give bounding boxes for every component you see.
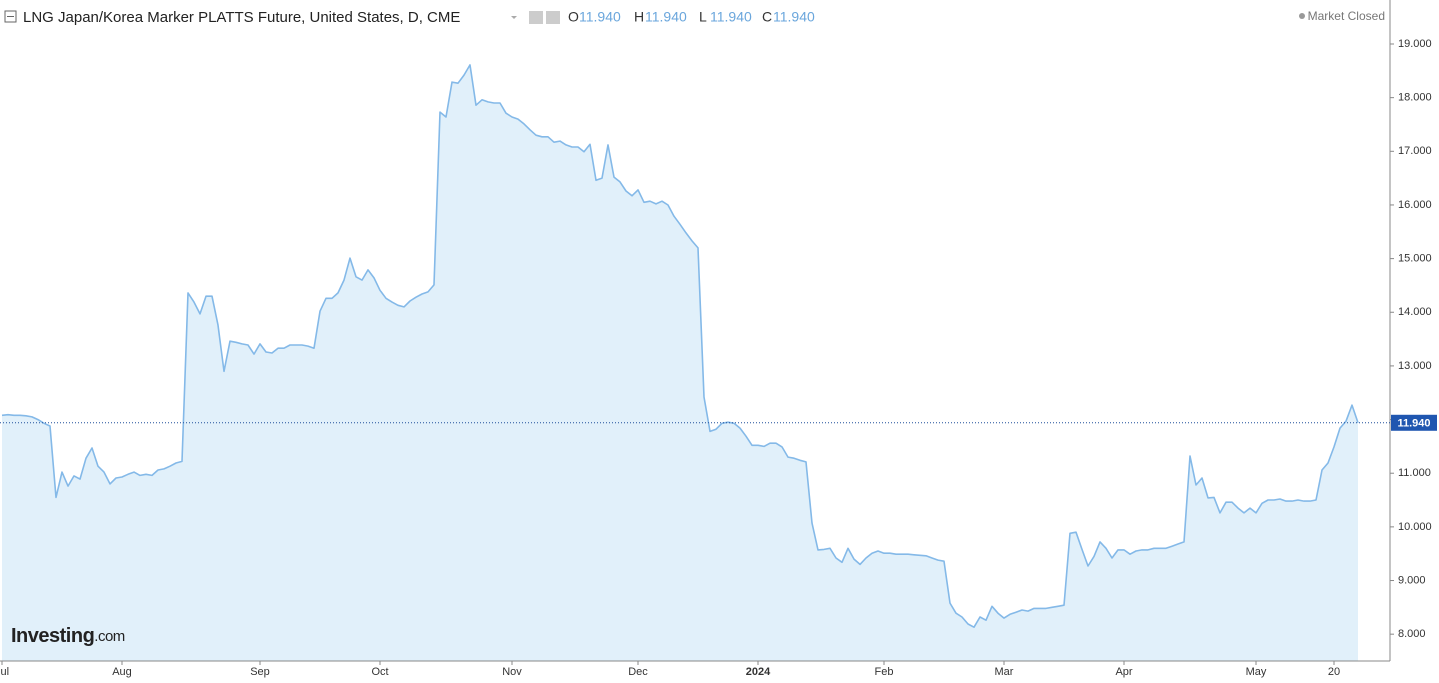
x-tick-label: Feb <box>875 666 894 678</box>
y-tick-label: 16.000 <box>1398 199 1432 211</box>
ohlc-value: 11.940 <box>710 9 752 25</box>
ohlc-value: 11.940 <box>645 9 687 25</box>
x-tick-label: Mar <box>995 666 1014 678</box>
last-price-tag <box>1391 414 1437 431</box>
y-tick-label: 14.000 <box>1398 306 1432 318</box>
settings-icon[interactable] <box>529 11 543 24</box>
y-tick-label: 18.000 <box>1398 92 1432 104</box>
ohlc-name: H <box>634 9 644 25</box>
y-tick-label: 13.000 <box>1398 360 1432 372</box>
x-tick-label: May <box>1246 666 1267 678</box>
ohlc-name: C <box>762 9 772 25</box>
ohlc-name: O <box>568 9 579 25</box>
y-tick-label: 9.000 <box>1398 574 1426 586</box>
settings-icon[interactable] <box>546 11 560 24</box>
last-price-label: 11.940 <box>1397 418 1430 430</box>
x-tick-label: 20 <box>1328 666 1340 678</box>
ohlc-value: 11.940 <box>773 9 815 25</box>
y-tick-label: 8.000 <box>1398 628 1426 640</box>
y-tick-label: 17.000 <box>1398 145 1432 157</box>
x-tick-label: Aug <box>112 666 132 678</box>
price-line <box>1 64 1359 628</box>
dropdown-caret[interactable] <box>511 16 517 19</box>
x-tick-label: Nov <box>502 666 522 678</box>
y-tick-label: 10.000 <box>1398 521 1432 533</box>
plot-area <box>1 64 1359 661</box>
y-tick-label: 11.000 <box>1398 467 1431 479</box>
watermark-suffix: .com <box>94 628 125 645</box>
x-tick-label: Jul <box>0 666 9 678</box>
y-tick-label: 19.000 <box>1398 38 1432 50</box>
market-status: Market Closed <box>1308 9 1385 23</box>
ohlc-name: L <box>699 9 707 25</box>
watermark: Investing.com <box>11 625 125 647</box>
status-dot <box>1299 13 1305 19</box>
x-tick-label: Apr <box>1115 666 1132 678</box>
chart-title: LNG Japan/Korea Marker PLATTS Future, Un… <box>23 9 460 26</box>
area-fill <box>2 64 1358 661</box>
watermark-name: Investing <box>11 625 94 647</box>
y-tick-label: 15.000 <box>1398 253 1432 265</box>
x-tick-label: 2024 <box>746 666 771 678</box>
x-tick-label: Oct <box>371 666 388 678</box>
ohlc-value: 11.940 <box>579 9 621 25</box>
collapse-icon[interactable] <box>4 10 17 23</box>
x-tick-label: Sep <box>250 666 270 678</box>
x-tick-label: Dec <box>628 666 648 678</box>
